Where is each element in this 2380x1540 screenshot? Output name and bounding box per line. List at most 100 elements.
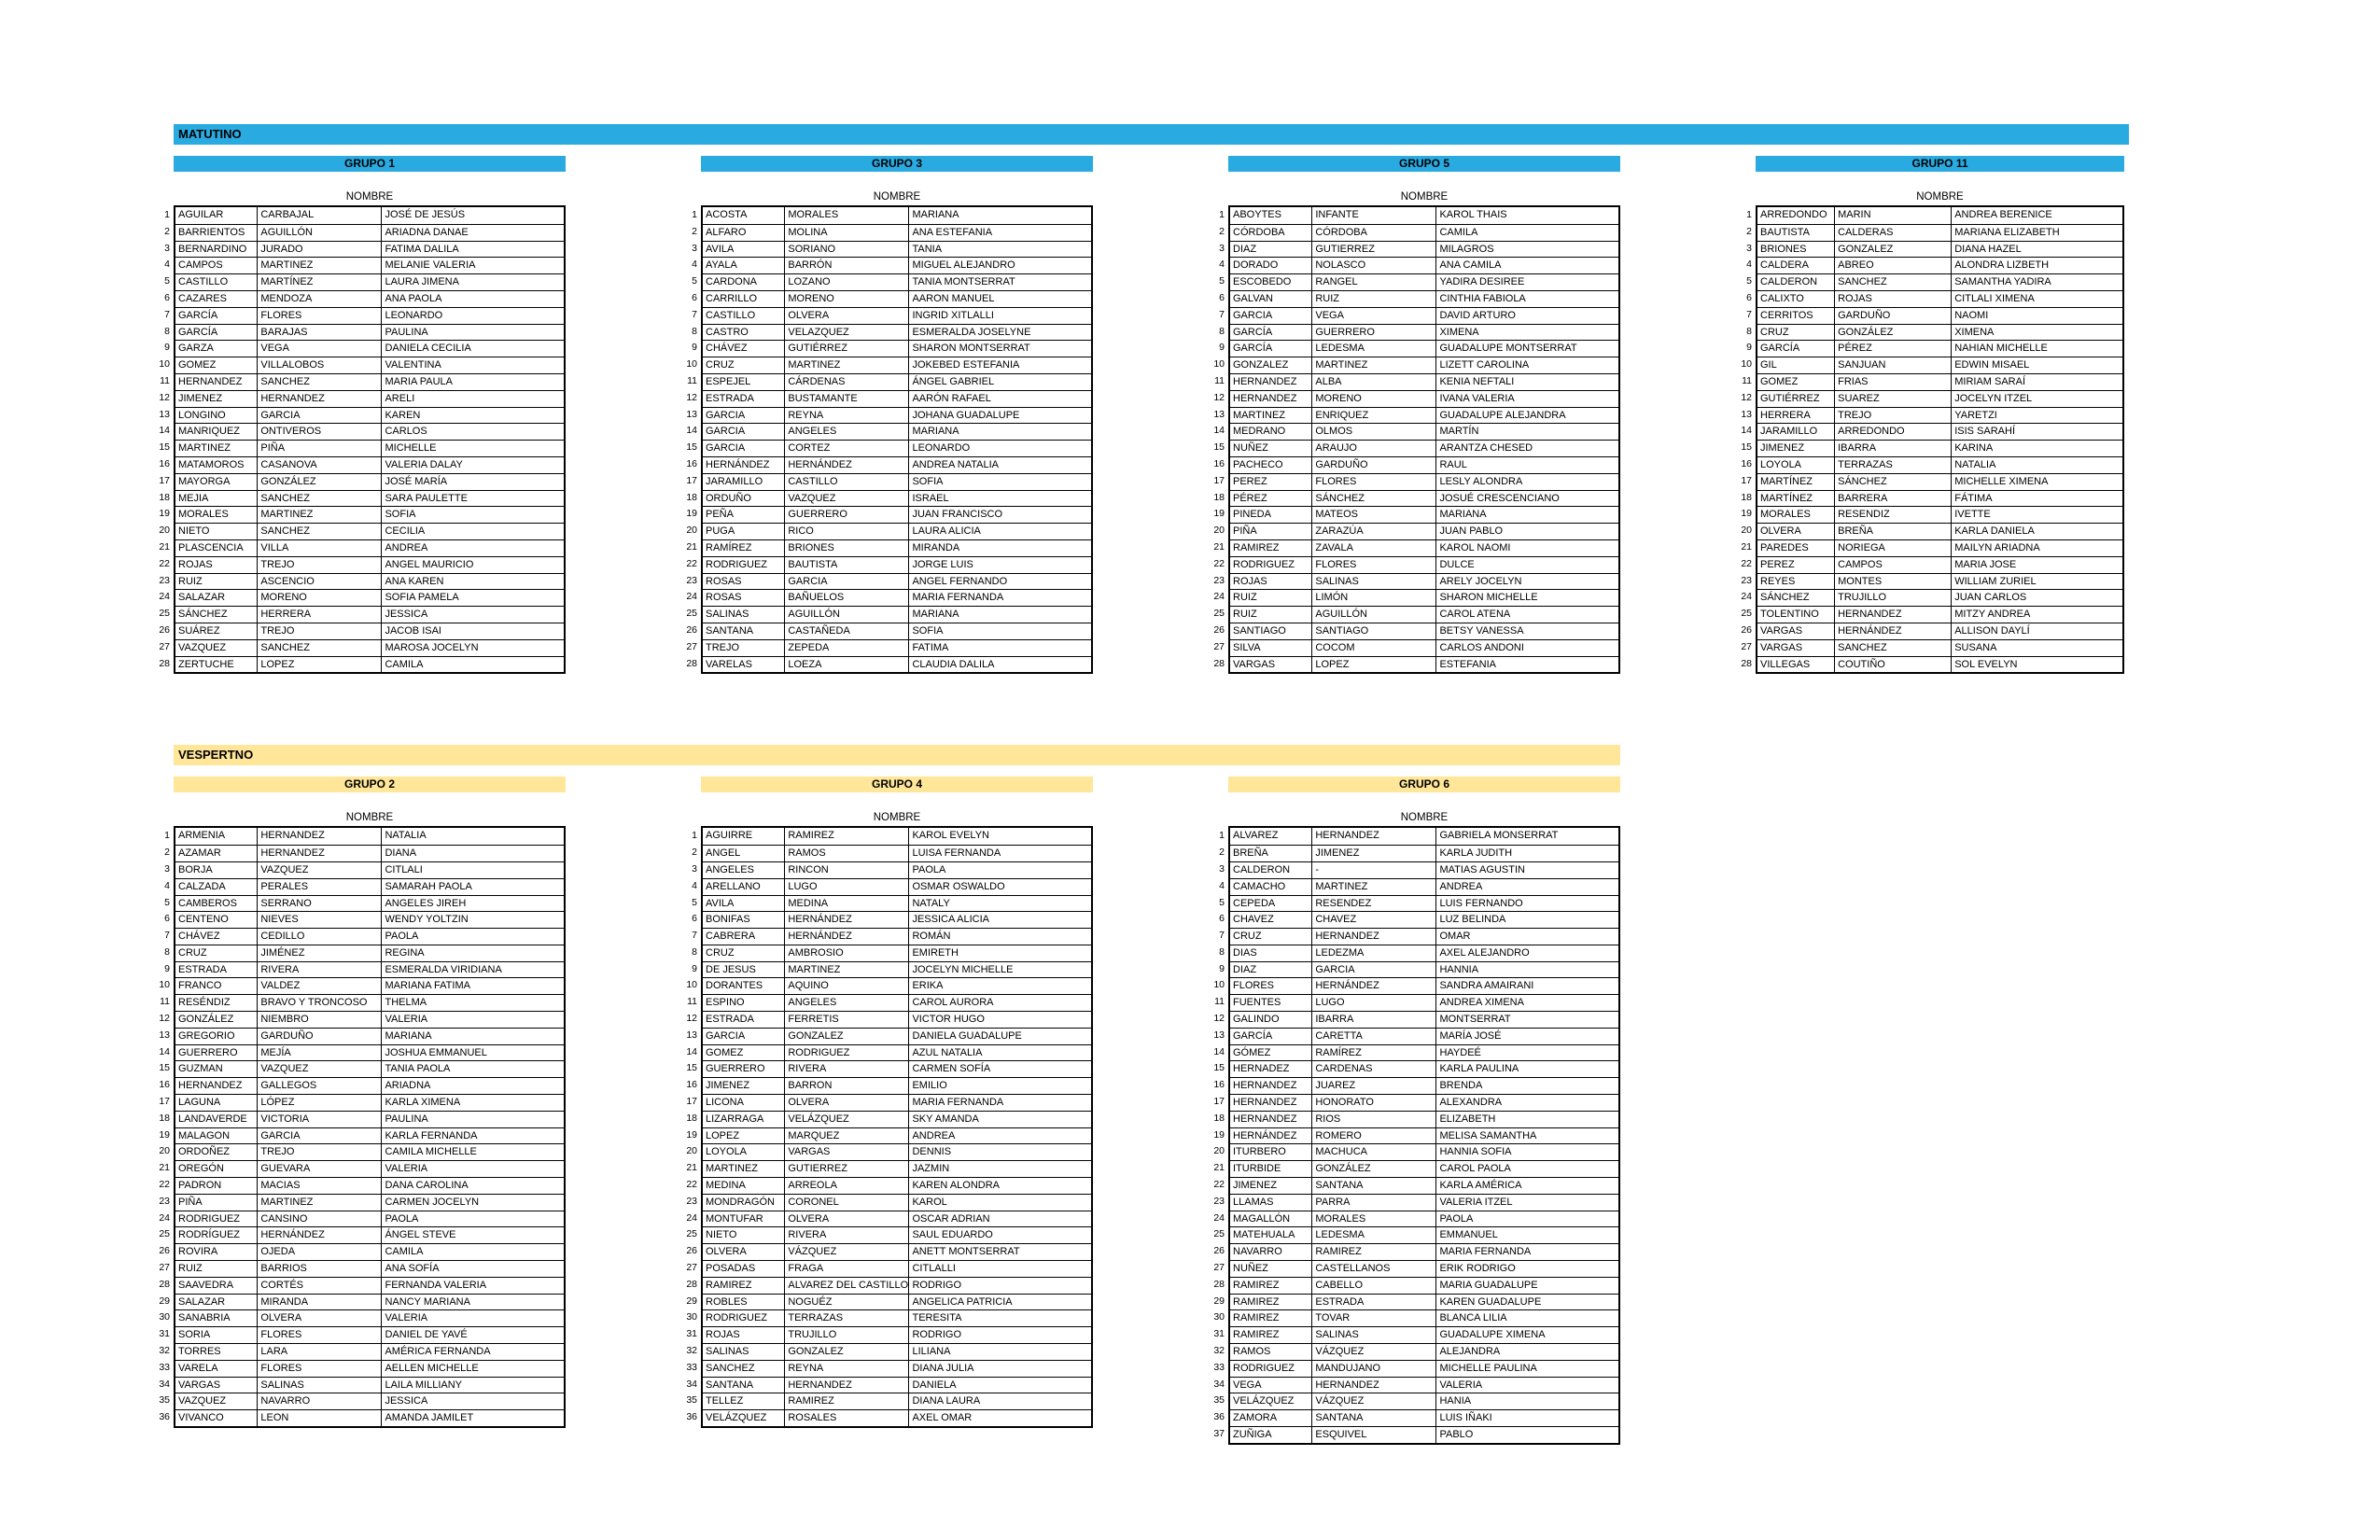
row-number: 15	[1213, 1062, 1225, 1074]
apellido-paterno-cell: CALZADA	[178, 880, 226, 892]
table-row: ORDUÑO VAZQUEZ ISRAEL	[703, 489, 1091, 507]
row-number: 15	[159, 441, 170, 454]
row-number: 12	[1213, 391, 1225, 403]
apellido-materno-cell: MACHUCA	[1311, 1144, 1435, 1161]
table-row: RAMOS VÁZQUEZ ALEJANDRA	[1230, 1343, 1618, 1360]
table-row: VARGAS HERNÁNDEZ ALLISON DAYLÍ	[1757, 622, 2122, 639]
nombre-cell: FATIMA DALILA	[381, 241, 564, 258]
nombre-cell: CITLALLI	[908, 1261, 1091, 1277]
apellido-paterno-cell: TOLENTINO	[1760, 609, 1819, 621]
apellido-paterno-cell: ARREDONDO	[1760, 209, 1827, 220]
row-number: 21	[686, 540, 697, 553]
apellido-materno-cell: TRUJILLO	[784, 1327, 908, 1344]
nombre-cell: KARLA AMÉRICA	[1435, 1178, 1618, 1194]
apellido-materno-cell: HERNÁNDEZ	[1311, 978, 1435, 995]
nombre-cell: AMANDA JAMILET	[381, 1410, 564, 1426]
nombre-cell: LUIS FERNANDO	[1435, 895, 1618, 912]
apellido-paterno-cell: BREÑA	[1233, 847, 1268, 860]
nombre-cell: MAROSA JOCELYN	[381, 639, 564, 656]
group-title: GRUPO 1	[174, 156, 566, 172]
table-row: SANTIAGO SANTIAGO BETSY VANESSA	[1230, 622, 1618, 639]
apellido-materno-cell: VEGA	[1311, 307, 1435, 324]
row-number: 26	[1213, 1245, 1225, 1257]
row-number: 35	[159, 1394, 170, 1407]
apellido-paterno-cell: NUÑEZ	[1233, 1263, 1268, 1275]
row-number: 4	[1219, 879, 1225, 891]
nombre-cell: MELISA SAMANTHA	[1435, 1127, 1618, 1144]
apellido-materno-cell: COCOM	[1311, 639, 1435, 656]
apellido-paterno-cell: VILLEGAS	[1760, 658, 1811, 670]
apellido-paterno-cell: GARZA	[178, 343, 214, 355]
apellido-paterno-cell: RAMIREZ	[1233, 1279, 1280, 1291]
apellido-paterno-cell: LOYOLA	[706, 1146, 748, 1158]
nombre-cell: MILAGROS	[1435, 241, 1618, 258]
nombre-cell: JORGE LUIS	[908, 556, 1091, 573]
roster-table-wrap: 1 2 3 4 5 6 7 8 9 10 11 12 13 14 15 16 17 18 19 20 21 22 23 24 2…	[1213, 205, 1620, 675]
row-number: 7	[1219, 308, 1225, 320]
apellido-materno-cell: CÓRDOBA	[1311, 224, 1435, 241]
apellido-materno-cell: SALINAS	[1311, 1327, 1435, 1344]
apellido-paterno-cell: VARELA	[178, 1362, 218, 1374]
apellido-materno-cell: GARDUÑO	[257, 1028, 381, 1044]
apellido-paterno-cell: PIÑA	[178, 1196, 203, 1208]
apellido-materno-cell: NOGUÉZ	[784, 1294, 908, 1310]
row-number: 4	[692, 259, 697, 271]
row-number: 8	[1746, 325, 1752, 337]
nombre-cell: MIGUEL ALEJANDRO	[908, 258, 1091, 274]
nombre-cell: KAREN GUADALUPE	[1435, 1294, 1618, 1310]
table-row: GARCIA VEGA DAVID ARTURO	[1230, 306, 1618, 324]
apellido-materno-cell: BRIONES	[784, 539, 908, 556]
nombre-cell: JOSUÉ CRESCENCIANO	[1435, 490, 1618, 507]
table-row: SALAZAR MORENO SOFIA PAMELA	[175, 589, 564, 607]
table-row: PEREZ CAMPOS MARIA JOSE	[1757, 555, 2122, 573]
table-row: VIVANCO LEON AMANDA JAMILET	[175, 1409, 564, 1426]
table-row: ACOSTA MORALES MARIANA	[703, 207, 1091, 224]
table-row: HERNADEZ CARDENAS KARLA PAULINA	[1230, 1060, 1618, 1078]
apellido-materno-cell: OJEDA	[257, 1244, 381, 1261]
table-row: RAMIREZ CABELLO MARIA GUADALUPE	[1230, 1276, 1618, 1294]
table-row: SANABRIA OLVERA VALERIA	[175, 1309, 564, 1327]
row-number: 27	[159, 1262, 170, 1274]
apellido-materno-cell: SANTANA	[1311, 1178, 1435, 1194]
nombre-cell: CARLOS	[381, 424, 564, 441]
nombre-cell: THELMA	[381, 995, 564, 1012]
apellido-materno-cell: LARA	[257, 1344, 381, 1360]
apellido-materno-cell: CANSINO	[257, 1211, 381, 1227]
apellido-materno-cell: LÓPEZ	[257, 1095, 381, 1111]
apellido-materno-cell: OLVERA	[784, 307, 908, 324]
nombre-cell: IVETTE	[1951, 507, 2122, 524]
nombre-cell: MARIANA	[908, 424, 1091, 441]
apellido-materno-cell: GUEVARA	[257, 1161, 381, 1178]
table-row: ALFARO MOLINA ANA ESTEFANIA	[703, 223, 1091, 241]
table-row: MARTINEZ ENRIQUEZ GUADALUPE ALEJANDRA	[1230, 406, 1618, 424]
row-number: 16	[1213, 457, 1225, 469]
nombre-cell: NAHIAN MICHELLE	[1951, 341, 2122, 357]
apellido-paterno-cell: SÁNCHEZ	[178, 609, 228, 621]
nombre-cell: MARIANA	[1435, 507, 1618, 524]
table-row: CASTILLO MARTÍNEZ LAURA JIMENA	[175, 273, 564, 290]
table-row: SORIA FLORES DANIEL DE YAVÉ	[175, 1326, 564, 1344]
apellido-materno-cell: SANCHEZ	[257, 524, 381, 539]
nombre-cell: YARETZI	[1951, 407, 2122, 424]
column-header-nombre: NOMBRE	[873, 812, 921, 824]
apellido-materno-cell: CORONEL	[784, 1194, 908, 1211]
table-row: PÉREZ SÁNCHEZ JOSUÉ CRESCENCIANO	[1230, 489, 1618, 507]
apellido-materno-cell: OLVERA	[784, 1095, 908, 1111]
row-number: 2	[692, 225, 697, 237]
nombre-cell: FATIMA	[908, 639, 1091, 656]
table-row: CAMPOS MARTINEZ MELANIE VALERIA	[175, 257, 564, 274]
nombre-cell: VALERIA	[1435, 1377, 1618, 1393]
roster-table-wrap: 1 2 3 4 5 6 7 8 9 10 11 12 13 14 15 16 17 18 19 20 21 22 23 24 2…	[686, 205, 1093, 675]
apellido-paterno-cell: SALAZAR	[178, 592, 226, 604]
nombre-cell: CARMEN SOFÍA	[908, 1061, 1091, 1078]
apellido-paterno-cell: RODRIGUEZ	[178, 1212, 240, 1225]
nombre-cell: KAREN ALONDRA	[908, 1178, 1091, 1194]
apellido-paterno-cell: BERNARDINO	[178, 243, 247, 255]
row-number: 12	[159, 391, 170, 403]
nombre-cell: JOSÉ DE JESÚS	[381, 207, 564, 224]
row-number: 5	[164, 275, 170, 287]
groups-row-vespertino: GRUPO 2 NOMBRE 1 2 3 4 5 6 7 8 9 10 11 12 13 14 15 16 17 18…	[159, 777, 2380, 1445]
row-number: 10	[1741, 358, 1752, 371]
apellido-paterno-cell: MAGALLÓN	[1233, 1212, 1291, 1225]
apellido-materno-cell: ROJAS	[1834, 290, 1951, 307]
